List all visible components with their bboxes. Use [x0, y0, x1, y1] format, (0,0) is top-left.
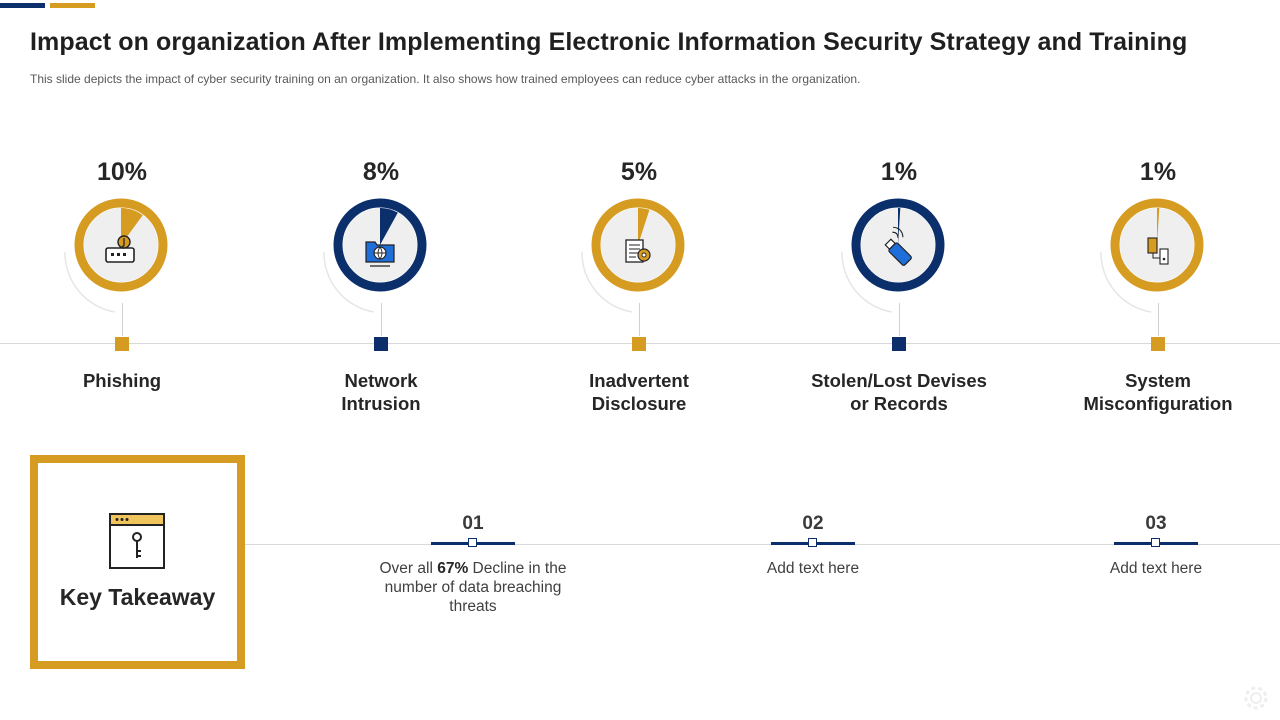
step-number: 01	[462, 513, 484, 534]
timeline-marker	[892, 337, 906, 351]
usb-drive-icon	[884, 226, 912, 266]
gauge-slice	[121, 208, 143, 245]
takeaway-line	[245, 544, 1280, 545]
gauge-chart	[581, 198, 685, 313]
gauge-chart	[1100, 198, 1204, 313]
gauge-ring	[851, 198, 945, 292]
gauge-ring	[74, 198, 168, 292]
threat-item-system-misconfiguration: 1% System Misconfiguration	[1038, 150, 1278, 430]
step-number: 02	[802, 513, 824, 534]
gauge-slice	[1157, 207, 1160, 245]
threat-percent: 5%	[620, 158, 658, 186]
timeline-marker	[1151, 337, 1165, 351]
threat-name: Phishing	[82, 370, 162, 391]
step-knob	[1151, 538, 1160, 547]
gauge-shadow-arc	[64, 251, 116, 313]
gauge-ring	[1110, 198, 1204, 292]
threat-name: Inadvertent Disclosure	[589, 370, 689, 414]
step-text: Add text here	[1109, 560, 1203, 577]
phishing-hook-icon	[105, 235, 135, 263]
gear-watermark-icon	[1244, 686, 1268, 710]
threat-item-inadvertent-disclosure: 5% Inadvertent Disclosure	[519, 150, 759, 430]
connector-stem	[380, 303, 382, 336]
threat-name: System Misconfiguration	[1083, 370, 1233, 414]
network-folder-icon	[365, 241, 395, 267]
gauge-chart	[64, 198, 168, 313]
step-text: Over all 67% Decline in the number of da…	[379, 560, 567, 615]
step-number: 03	[1145, 513, 1167, 534]
key-takeaway-label: Key Takeaway	[59, 584, 216, 610]
accent-bar-navy	[0, 3, 45, 8]
threat-item-network-intrusion: 8% Network Intrusion	[261, 150, 501, 430]
gauge-shadow-arc	[581, 251, 633, 313]
timeline-marker	[115, 337, 129, 351]
gauge-chart	[323, 198, 427, 313]
misconfig-devices-icon	[1147, 237, 1169, 265]
page-title: Impact on organization After Implementin…	[30, 28, 1188, 56]
timeline-marker	[374, 337, 388, 351]
connector-stem	[638, 303, 640, 336]
threat-name: Stolen/Lost Devises or Records	[811, 370, 987, 414]
connector-stem	[121, 303, 123, 336]
gauge-shadow-arc	[1100, 251, 1152, 313]
step-knob	[808, 538, 817, 547]
accent-bar-gold	[50, 3, 95, 8]
document-gear-icon	[625, 239, 651, 263]
gauge-slice	[380, 208, 398, 245]
gauge-ring	[591, 198, 685, 292]
threat-item-phishing: 10% Phishing	[2, 150, 242, 430]
gauge-shadow-arc	[841, 251, 893, 313]
page-subtitle: This slide depicts the impact of cyber s…	[30, 72, 861, 86]
step-knob	[468, 538, 477, 547]
gauge-ring	[333, 198, 427, 292]
threat-percent: 1%	[1139, 158, 1177, 186]
browser-key-icon	[109, 513, 165, 569]
threat-percent: 10%	[96, 158, 148, 186]
connector-stem	[1157, 303, 1159, 336]
gauge-slice	[638, 208, 650, 245]
gauge-chart	[841, 198, 945, 313]
threat-percent: 8%	[362, 158, 400, 186]
gauge-slice	[898, 207, 901, 245]
threat-name: Network Intrusion	[341, 370, 421, 414]
gauge-shadow-arc	[323, 251, 375, 313]
key-takeaway-box: Key Takeaway	[30, 455, 245, 669]
timeline-marker	[632, 337, 646, 351]
threat-percent: 1%	[880, 158, 918, 186]
threat-item-stolen-devices: 1% Stolen/Lost Devises or Records	[779, 150, 1019, 430]
step-text: Add text here	[766, 560, 860, 577]
connector-stem	[898, 303, 900, 336]
